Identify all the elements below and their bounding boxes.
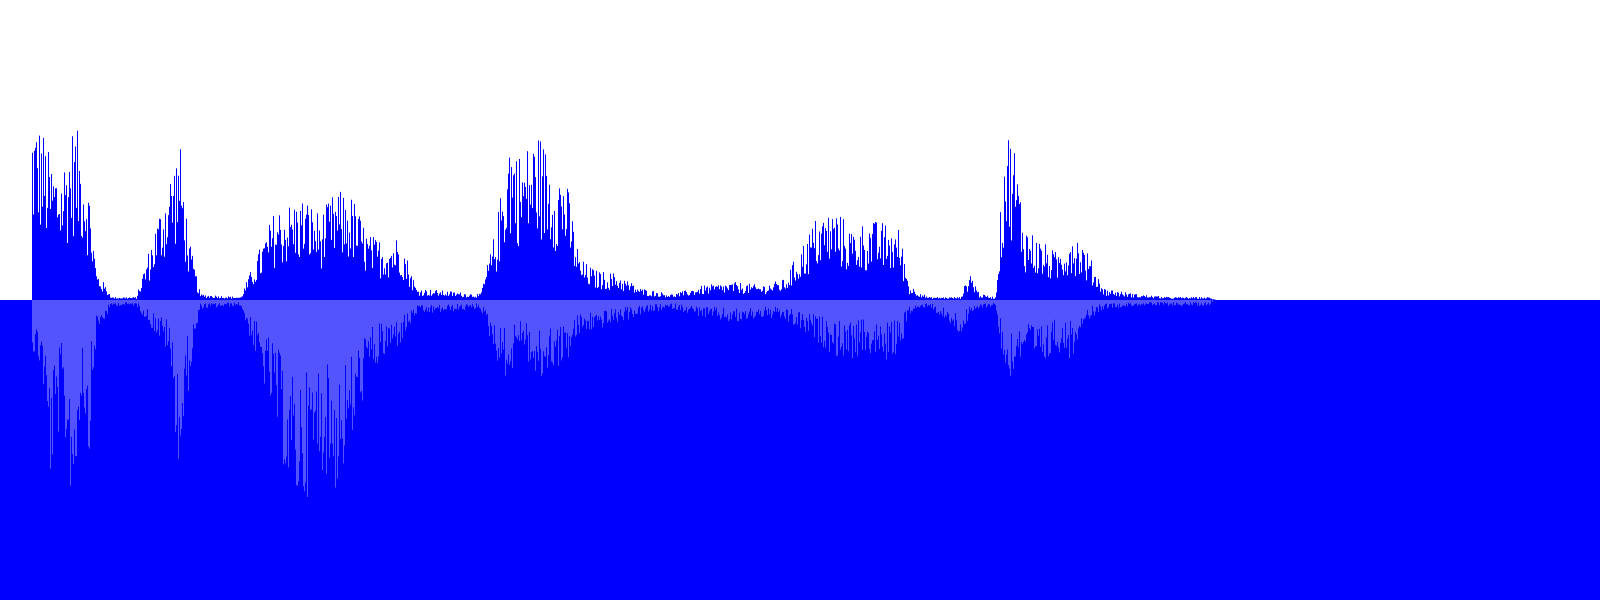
waveform-fill-below-baseline [0,300,1600,600]
waveform-spikes [32,130,1216,497]
